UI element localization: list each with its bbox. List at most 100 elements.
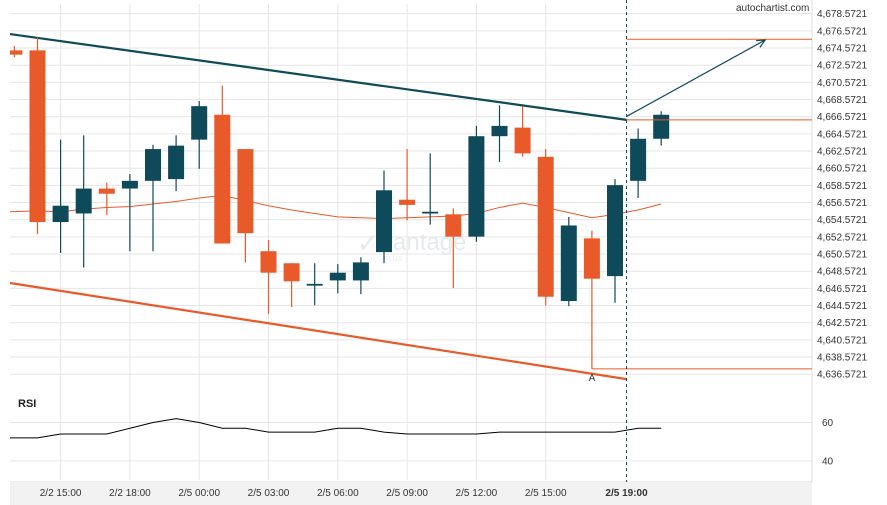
levels: A — [589, 0, 812, 482]
watermark-logo-icon: ✓ — [357, 228, 379, 258]
candle — [445, 208, 462, 289]
candle-body — [352, 262, 369, 281]
rsi-line — [10, 418, 662, 439]
x-axis: 2/2 15:00 2/2 18:00 2/5 00:00 2/5 03:00 2/5 … — [10, 482, 812, 505]
moving-average — [9, 194, 662, 220]
candle — [260, 240, 277, 314]
x-tick-label: 2/5 15:00 — [525, 488, 567, 499]
candle — [653, 111, 670, 146]
resistance-line — [9, 32, 627, 121]
candle-body — [121, 180, 138, 189]
forecast-arrow-head — [756, 39, 767, 48]
candle-body — [607, 185, 623, 277]
x-tick-label: 2/5 19:00 — [605, 488, 648, 499]
candle-body — [52, 205, 69, 223]
y-tick-label: 4,674.5721 — [817, 44, 867, 55]
moving-average-line — [9, 194, 662, 220]
candle — [630, 128, 647, 199]
candle-body — [630, 138, 647, 181]
y-tick-label: 4,646.5721 — [817, 284, 867, 295]
candle — [145, 144, 161, 252]
trend-lines — [9, 32, 627, 381]
candle — [422, 153, 439, 225]
candle — [75, 135, 92, 268]
candle-body — [306, 283, 323, 286]
candle-body — [214, 114, 231, 244]
y-tick-label: 4,644.5721 — [817, 301, 867, 312]
rsi-tick-label: 40 — [822, 456, 834, 467]
rsi-title: RSI — [18, 398, 36, 410]
candle — [191, 101, 208, 169]
candle — [352, 257, 369, 295]
candle-body — [75, 188, 92, 214]
candle — [491, 105, 508, 162]
candle-body — [329, 272, 346, 281]
x-tick-label: 2/5 12:00 — [456, 488, 498, 499]
candle-body — [537, 156, 554, 297]
candle-body — [445, 214, 462, 237]
candle-body — [468, 136, 485, 237]
y-tick-label: 4,672.5721 — [817, 61, 867, 72]
candle-body — [168, 145, 185, 180]
x-tick-label: 2/2 18:00 — [109, 488, 151, 499]
candle — [607, 179, 623, 303]
y-tick-label: 4,640.5721 — [817, 335, 867, 346]
y-tick-label: 4,636.5721 — [817, 370, 867, 381]
candle-body — [98, 188, 115, 194]
y-axis: 4,636.5721 4,638.5721 4,640.5721 4,642.5721… — [817, 9, 867, 467]
candle — [376, 170, 392, 264]
candle — [52, 139, 69, 253]
y-tick-label: 4,654.5721 — [817, 215, 867, 226]
candle — [29, 37, 46, 235]
support-line — [9, 281, 627, 381]
y-tick-label: 4,650.5721 — [817, 250, 867, 261]
candle — [237, 149, 254, 263]
candle — [560, 216, 577, 307]
candle — [306, 263, 323, 306]
y-tick-label: 4,656.5721 — [817, 198, 867, 209]
candle-body — [191, 106, 208, 140]
x-axis-band — [10, 482, 812, 505]
y-tick-label: 4,648.5721 — [817, 267, 867, 278]
candle-body — [283, 263, 300, 282]
candle-body — [653, 114, 670, 139]
candle — [537, 149, 554, 306]
y-tick-label: 4,652.5721 — [817, 232, 867, 243]
rsi-tick-label: 60 — [822, 418, 834, 429]
candle — [121, 173, 138, 252]
forecast-arrow-shaft — [626, 39, 766, 117]
x-tick-label: 2/5 00:00 — [178, 488, 220, 499]
candle-body — [145, 149, 161, 181]
x-tick-label: 2/5 06:00 — [317, 488, 359, 499]
y-tick-label: 4,670.5721 — [817, 78, 867, 89]
candle — [98, 182, 115, 216]
candle-body — [422, 211, 439, 214]
candle — [468, 125, 485, 242]
y-tick-label: 4,642.5721 — [817, 318, 867, 329]
watermark-sub: PLUS — [384, 256, 403, 263]
candle-body — [260, 251, 277, 273]
y-tick-label: 4,678.5721 — [817, 9, 867, 20]
x-tick-label: 2/5 03:00 — [248, 488, 290, 499]
brand-label[interactable]: autochartist.com — [736, 3, 809, 14]
candle-body — [399, 199, 416, 205]
candle-body — [560, 225, 577, 302]
rsi-panel: RSI — [10, 398, 662, 439]
y-tick-label: 4,664.5721 — [817, 129, 867, 140]
candle-body — [237, 149, 254, 234]
y-tick-label: 4,660.5721 — [817, 164, 867, 175]
candles — [10, 37, 670, 369]
y-tick-label: 4,662.5721 — [817, 147, 867, 158]
y-tick-label: 4,666.5721 — [817, 112, 867, 123]
y-tick-label: 4,658.5721 — [817, 181, 867, 192]
candle-body — [491, 125, 508, 137]
candle — [329, 264, 346, 294]
candle — [514, 106, 531, 157]
candle — [283, 263, 300, 308]
candle-body — [10, 50, 23, 55]
candle-body — [514, 127, 531, 154]
candle — [214, 85, 231, 244]
y-tick-label: 4,676.5721 — [817, 26, 867, 37]
candle — [10, 46, 23, 58]
